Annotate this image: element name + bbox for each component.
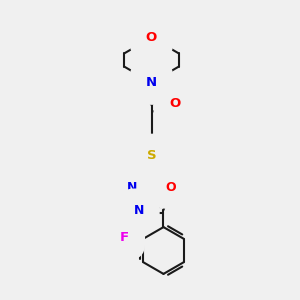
Text: S: S <box>147 149 156 163</box>
Text: O: O <box>169 97 181 110</box>
Text: N: N <box>127 181 137 194</box>
Text: N: N <box>134 203 145 217</box>
Text: O: O <box>146 31 157 44</box>
Text: N: N <box>146 76 157 89</box>
Text: O: O <box>166 181 176 194</box>
Text: F: F <box>120 231 129 244</box>
